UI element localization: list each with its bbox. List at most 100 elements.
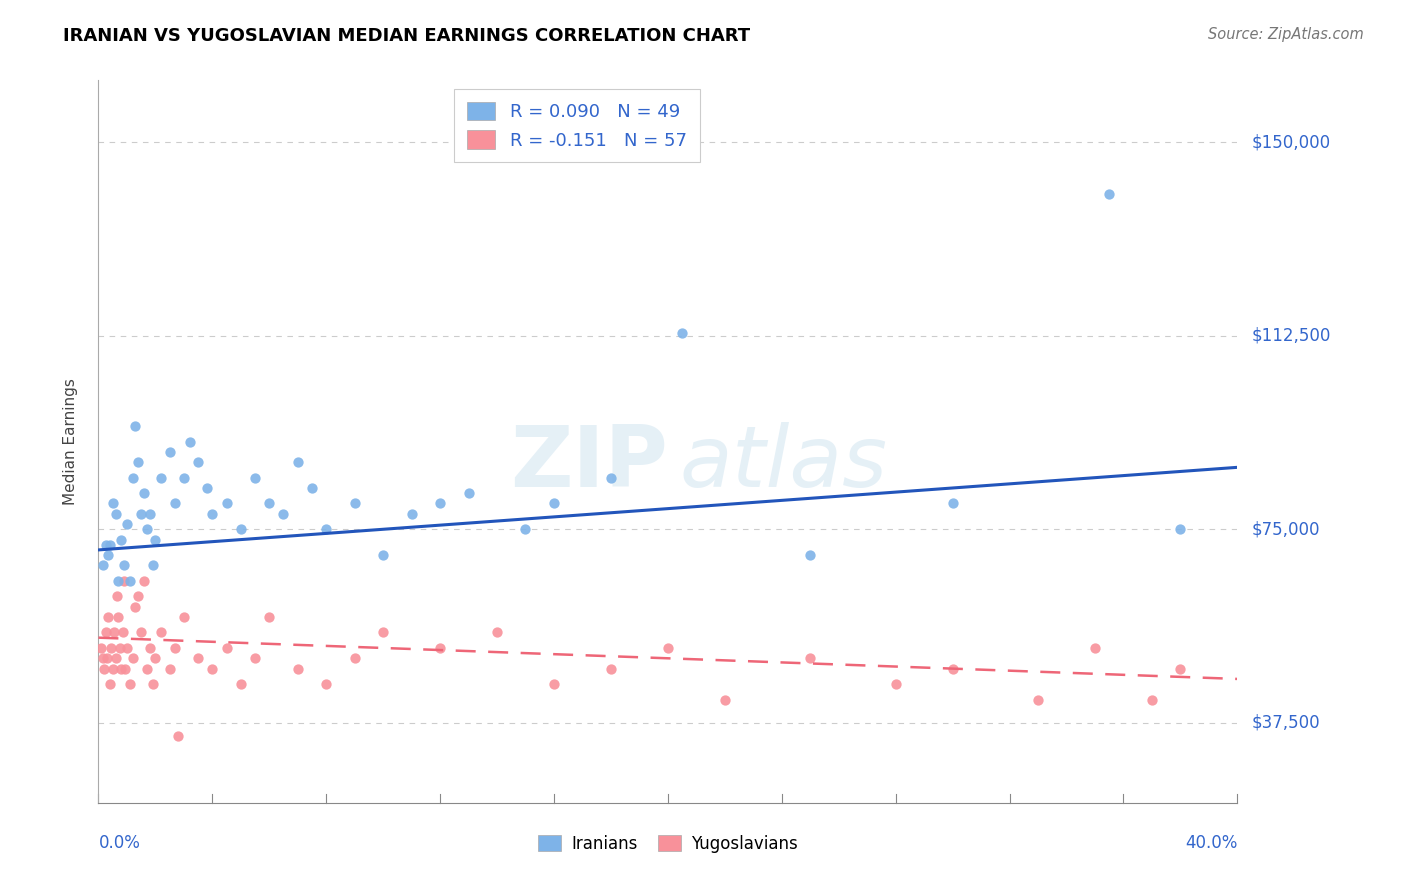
Point — [173, 610, 195, 624]
Point — [371, 625, 394, 640]
Point — [671, 326, 693, 340]
Y-axis label: Median Earnings: Median Earnings — [63, 378, 77, 505]
Point — [799, 651, 821, 665]
Point — [187, 455, 209, 469]
Point — [167, 729, 190, 743]
Point — [229, 522, 252, 536]
Text: 40.0%: 40.0% — [1185, 834, 1237, 852]
Point — [243, 471, 266, 485]
Point — [141, 558, 163, 573]
Point — [97, 610, 120, 624]
Point — [1170, 522, 1192, 536]
Point — [124, 599, 146, 614]
Point — [121, 651, 143, 665]
Point — [96, 651, 118, 665]
Point — [103, 625, 125, 640]
Point — [371, 548, 394, 562]
Point — [101, 496, 124, 510]
Point — [187, 651, 209, 665]
Point — [1098, 186, 1121, 201]
Point — [1084, 640, 1107, 655]
Point — [714, 692, 737, 706]
Point — [111, 625, 134, 640]
Point — [201, 662, 224, 676]
Text: $150,000: $150,000 — [1251, 133, 1330, 152]
Point — [215, 640, 238, 655]
Point — [107, 610, 129, 624]
Point — [600, 471, 623, 485]
Point — [942, 496, 965, 510]
Point — [135, 662, 157, 676]
Point — [127, 590, 149, 604]
Text: $37,500: $37,500 — [1251, 714, 1320, 731]
Point — [1026, 692, 1049, 706]
Point — [150, 625, 173, 640]
Point — [195, 481, 218, 495]
Point — [115, 517, 138, 532]
Point — [121, 471, 143, 485]
Point — [884, 677, 907, 691]
Point — [543, 496, 565, 510]
Point — [127, 455, 149, 469]
Point — [98, 538, 121, 552]
Point — [287, 662, 309, 676]
Point — [132, 486, 155, 500]
Text: ZIP: ZIP — [510, 422, 668, 505]
Point — [229, 677, 252, 691]
Point — [287, 455, 309, 469]
Point — [259, 610, 281, 624]
Point — [201, 507, 224, 521]
Point — [97, 548, 120, 562]
Point — [141, 677, 163, 691]
Point — [173, 471, 195, 485]
Point — [1140, 692, 1163, 706]
Point — [100, 640, 122, 655]
Point — [543, 677, 565, 691]
Point — [165, 640, 187, 655]
Point — [91, 651, 114, 665]
Point — [150, 471, 173, 485]
Point — [138, 640, 160, 655]
Point — [515, 522, 537, 536]
Point — [94, 625, 117, 640]
Point — [165, 496, 187, 510]
Point — [98, 677, 121, 691]
Point — [159, 662, 181, 676]
Point — [486, 625, 509, 640]
Point — [105, 590, 128, 604]
Point — [259, 496, 281, 510]
Point — [107, 574, 129, 588]
Point — [429, 640, 451, 655]
Point — [104, 507, 127, 521]
Text: $75,000: $75,000 — [1251, 520, 1320, 538]
Point — [301, 481, 323, 495]
Point — [600, 662, 623, 676]
Legend: Iranians, Yugoslavians: Iranians, Yugoslavians — [531, 828, 804, 860]
Point — [145, 533, 167, 547]
Point — [115, 640, 138, 655]
Point — [315, 677, 337, 691]
Point — [401, 507, 423, 521]
Text: IRANIAN VS YUGOSLAVIAN MEDIAN EARNINGS CORRELATION CHART: IRANIAN VS YUGOSLAVIAN MEDIAN EARNINGS C… — [63, 27, 751, 45]
Point — [114, 662, 136, 676]
Point — [159, 445, 181, 459]
Point — [429, 496, 451, 510]
Point — [129, 625, 152, 640]
Point — [179, 434, 201, 449]
Point — [135, 522, 157, 536]
Point — [110, 533, 132, 547]
Point — [457, 486, 479, 500]
Point — [101, 662, 124, 676]
Point — [112, 558, 135, 573]
Point — [108, 640, 131, 655]
Point — [215, 496, 238, 510]
Point — [124, 419, 146, 434]
Point — [93, 662, 115, 676]
Point — [145, 651, 167, 665]
Point — [942, 662, 965, 676]
Point — [138, 507, 160, 521]
Point — [94, 538, 117, 552]
Point — [118, 677, 141, 691]
Point — [90, 640, 112, 655]
Point — [799, 548, 821, 562]
